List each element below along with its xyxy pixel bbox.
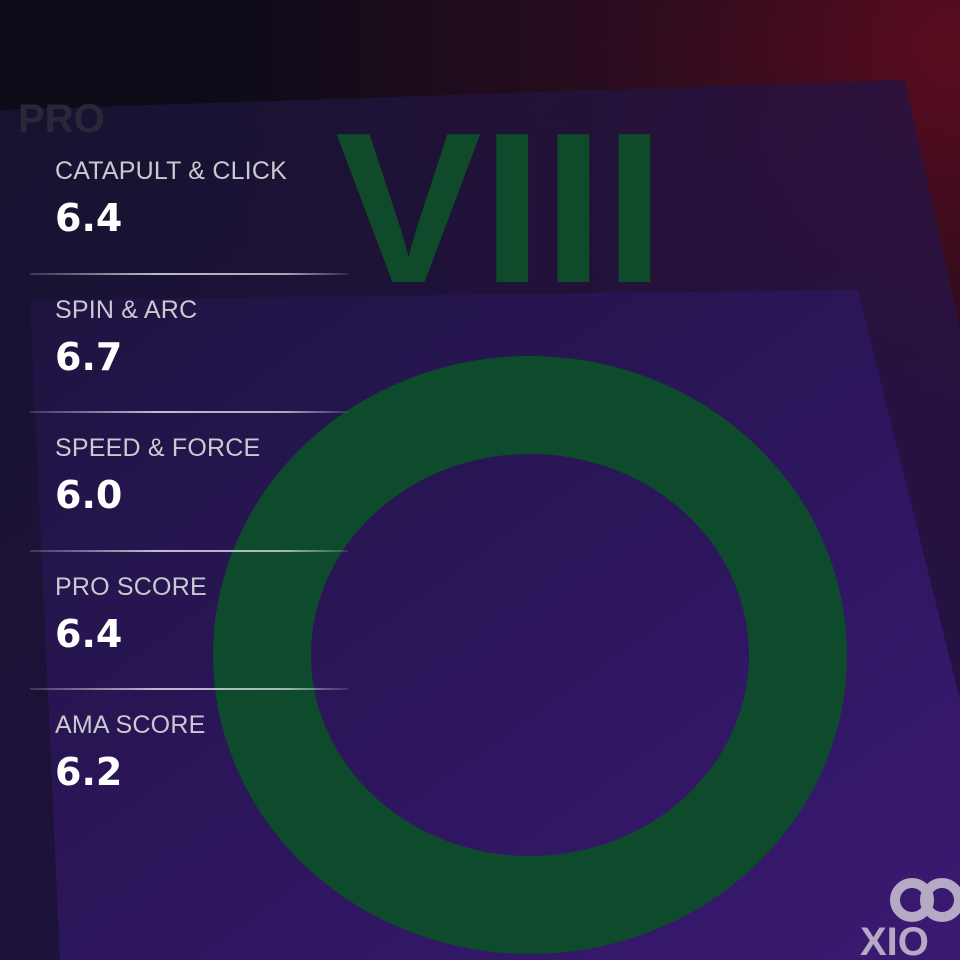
- stat-label: SPEED & FORCE: [55, 434, 261, 462]
- brand-logo-text: XIO: [860, 920, 929, 960]
- stat-ama-score: AMA SCORE 6.2: [55, 711, 205, 794]
- stat-speed-force: SPEED & FORCE 6.0: [55, 434, 260, 517]
- stat-label: CATAPULT & CLICK: [55, 157, 287, 185]
- stat-value: 6.4: [55, 196, 123, 240]
- divider: [30, 411, 348, 413]
- stat-label: AMA SCORE: [55, 711, 206, 739]
- brand-logo-icon: [890, 878, 960, 922]
- stat-value: 6.0: [55, 473, 123, 517]
- viii-lettering: VIII: [335, 87, 665, 328]
- divider: [30, 273, 348, 275]
- stat-label: SPIN & ARC: [55, 296, 198, 324]
- stat-value: 6.2: [55, 750, 123, 794]
- stat-pro-score: PRO SCORE 6.4: [55, 573, 207, 656]
- stat-catapult-click: CATAPULT & CLICK 6.4: [55, 157, 287, 240]
- stat-value: 6.4: [55, 612, 123, 656]
- stat-value: 6.7: [55, 335, 123, 379]
- divider: [30, 688, 348, 690]
- stat-spin-arc: SPIN & ARC 6.7: [55, 296, 197, 379]
- faint-pro-text: PRO: [18, 97, 105, 141]
- stat-label: PRO SCORE: [55, 573, 207, 601]
- divider: [30, 550, 348, 552]
- ring-logo: [213, 356, 847, 954]
